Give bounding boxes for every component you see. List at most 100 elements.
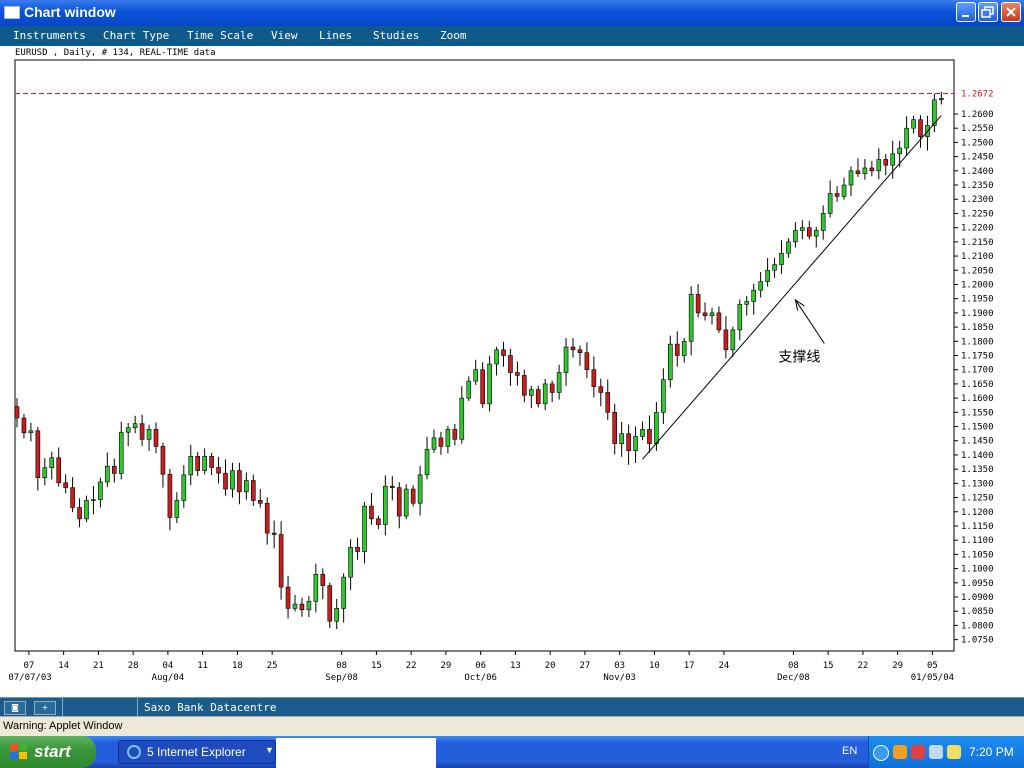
candle-down bbox=[167, 473, 173, 518]
tray-pen-icon[interactable] bbox=[947, 745, 961, 759]
start-label: start bbox=[34, 742, 71, 761]
y-tick-label: 1.1950 bbox=[961, 295, 994, 305]
warning-text: Warning: Applet Window bbox=[3, 720, 123, 732]
language-indicator[interactable]: EN bbox=[842, 745, 858, 757]
tray-app-icon[interactable] bbox=[893, 745, 907, 759]
minimize-icon bbox=[962, 15, 969, 17]
menu-instruments[interactable]: Instruments bbox=[13, 29, 86, 42]
candle-up bbox=[84, 500, 89, 520]
y-tick-label: 1.1900 bbox=[961, 309, 994, 319]
restore-icon bbox=[981, 6, 994, 18]
y-tick-label: 1.1650 bbox=[961, 380, 994, 390]
candle-up bbox=[146, 429, 152, 440]
support-line-annotation: 支撑线 bbox=[778, 350, 820, 366]
tray-shield-icon[interactable] bbox=[911, 745, 925, 759]
y-tick-label: 1.1150 bbox=[961, 522, 994, 532]
window-titlebar[interactable]: Chart window bbox=[0, 0, 1024, 26]
candle-down bbox=[716, 312, 722, 331]
taskbar-ie-group[interactable]: 5 Internet Explorer ▼ bbox=[118, 740, 276, 764]
x-tick-label: 25 bbox=[267, 661, 278, 671]
candle-down bbox=[508, 355, 513, 373]
y-tick-label: 1.1000 bbox=[961, 565, 994, 575]
candle-down bbox=[605, 392, 611, 413]
candle-up bbox=[473, 369, 479, 382]
plot-frame bbox=[14, 59, 955, 652]
candle-down bbox=[153, 429, 159, 447]
candle-down bbox=[855, 170, 861, 174]
candles bbox=[14, 91, 944, 630]
y-tick-label: 1.2100 bbox=[961, 252, 994, 262]
menu-lines[interactable]: Lines bbox=[319, 29, 353, 42]
tray-collapse-icon[interactable] bbox=[873, 745, 889, 761]
y-tick-label: 1.2250 bbox=[961, 209, 994, 219]
x-tick-label: 28 bbox=[128, 661, 139, 671]
menu-studies[interactable]: Studies bbox=[373, 29, 420, 42]
close-button[interactable] bbox=[1001, 2, 1021, 22]
candle-up bbox=[730, 329, 736, 351]
x-tick-label: 11 bbox=[197, 661, 208, 671]
y-tick-label: 1.0950 bbox=[961, 579, 994, 589]
candle-up bbox=[772, 264, 777, 271]
candle-up bbox=[403, 488, 409, 517]
candle-up bbox=[528, 389, 534, 396]
candle-down bbox=[139, 423, 145, 440]
minimize-button[interactable] bbox=[956, 2, 976, 22]
candle-down bbox=[480, 369, 485, 405]
x-tick-label: 22 bbox=[406, 661, 417, 671]
chart-area[interactable]: EURUSD , Daily, # 134, REAL-TIME data 1.… bbox=[0, 46, 1024, 696]
x-tick-label: 20 bbox=[545, 661, 556, 671]
candle-up bbox=[313, 573, 319, 602]
candle-down bbox=[626, 433, 631, 451]
candle-down bbox=[806, 227, 812, 237]
start-button[interactable]: start bbox=[0, 736, 96, 768]
support-trendline[interactable] bbox=[642, 115, 942, 460]
y-tick-label: 1.1700 bbox=[961, 366, 994, 376]
candle-up bbox=[827, 193, 833, 214]
candle-up bbox=[661, 379, 666, 413]
candle-up bbox=[230, 470, 235, 490]
y-tick-label: 1.1250 bbox=[961, 494, 994, 504]
candle-down bbox=[237, 470, 242, 493]
candle-down bbox=[612, 412, 618, 444]
x-month-label: 07/07/03 bbox=[8, 673, 51, 683]
candle-down bbox=[570, 346, 576, 351]
x-month-label: 01/05/04 bbox=[911, 673, 954, 683]
window-title: Chart window bbox=[24, 4, 116, 20]
menu-time-scale[interactable]: Time Scale bbox=[187, 29, 254, 42]
close-icon bbox=[1006, 7, 1016, 17]
x-tick-label: 27 bbox=[579, 661, 590, 671]
candle-up bbox=[244, 480, 249, 493]
y-tick-label: 1.1200 bbox=[961, 508, 994, 518]
internet-explorer-icon bbox=[127, 745, 141, 759]
candle-down bbox=[834, 193, 840, 197]
candle-down bbox=[320, 573, 326, 586]
candle-down bbox=[251, 480, 256, 501]
maximize-button[interactable] bbox=[978, 2, 998, 22]
y-tick-label: 1.1050 bbox=[961, 550, 994, 560]
candle-up bbox=[431, 437, 437, 450]
price-chart[interactable]: EURUSD , Daily, # 134, REAL-TIME data 1.… bbox=[0, 46, 1024, 696]
candle-down bbox=[591, 369, 597, 388]
annotation-arrow-head bbox=[794, 298, 805, 311]
status-divider bbox=[62, 698, 63, 717]
menu-zoom[interactable]: Zoom bbox=[440, 29, 467, 42]
candle-up bbox=[737, 304, 743, 331]
candle-up bbox=[640, 429, 645, 437]
status-button-2[interactable]: + bbox=[34, 701, 56, 715]
y-tick-label: 1.2600 bbox=[961, 110, 994, 120]
candle-down bbox=[515, 372, 520, 376]
x-tick-label: 22 bbox=[857, 661, 868, 671]
candle-up bbox=[848, 170, 854, 186]
candle-down bbox=[647, 429, 652, 444]
candle-down bbox=[278, 534, 284, 588]
taskbar-blank-area bbox=[276, 738, 436, 768]
x-month-label: Oct/06 bbox=[464, 673, 497, 683]
menu-view[interactable]: View bbox=[271, 29, 298, 42]
menu-chart-type[interactable]: Chart Type bbox=[103, 29, 170, 42]
status-button-1[interactable]: ◙ bbox=[4, 701, 26, 715]
candle-down bbox=[577, 349, 583, 353]
tray-network-icon[interactable] bbox=[929, 745, 943, 759]
candle-up bbox=[744, 301, 750, 305]
candle-up bbox=[841, 184, 847, 197]
y-tick-label: 1.1450 bbox=[961, 437, 994, 447]
